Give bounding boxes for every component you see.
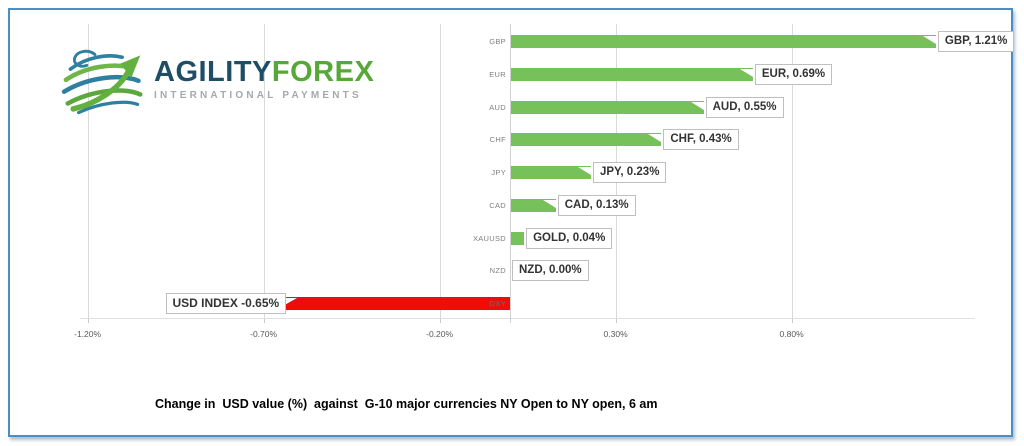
zero-axis-line [510, 24, 511, 323]
data-label-gbp: GBP, 1.21% [937, 31, 1015, 52]
callout-wedge [577, 167, 591, 175]
category-label-aud: AUD [489, 102, 506, 112]
data-label-xauusd: GOLD, 0.04% [526, 227, 613, 249]
callout-wedge [542, 199, 556, 208]
x-axis-tick-label: 0.80% [779, 329, 804, 339]
brand-text-block: AGILITYFOREX INTERNATIONAL PAYMENTS [154, 57, 374, 101]
axis-tick [791, 318, 793, 323]
callout-wedge [690, 101, 704, 110]
data-label-eur: EUR, 0.69% [754, 63, 833, 85]
category-label-xauusd: XAUUSD [472, 233, 506, 243]
gridline [263, 24, 265, 318]
callout-wedge [281, 298, 298, 307]
x-axis-tick-label: -1.20% [74, 329, 102, 339]
gridline [791, 24, 793, 318]
callout-wedge [648, 134, 662, 143]
axis-tick [439, 318, 441, 323]
globe-arrow-icon [61, 49, 143, 115]
gridline [87, 24, 89, 318]
bar-eur [510, 67, 753, 81]
bar-xauusd [510, 231, 525, 245]
bar-dxy [281, 297, 510, 310]
bar-jpy [510, 166, 591, 179]
brand-name: AGILITYFOREX [154, 57, 374, 87]
category-label-eur: EUR [489, 69, 506, 79]
callout-wedge [739, 68, 753, 77]
x-axis-tick-label: -0.70% [250, 329, 278, 339]
x-axis-line [80, 318, 975, 319]
axis-tick [87, 318, 89, 323]
data-label-aud: AUD, 0.55% [705, 96, 784, 118]
category-label-chf: CHF [489, 135, 506, 145]
data-label-chf: CHF, 0.43% [663, 129, 739, 151]
data-label-cad: CAD, 0.13% [557, 194, 636, 216]
data-label-jpy: JPY, 0.23% [592, 162, 667, 183]
bar-chf [510, 133, 662, 147]
bar-gbp [510, 35, 936, 48]
axis-tick [615, 318, 617, 323]
x-axis-tick-label: -0.20% [426, 329, 454, 339]
category-label-dxy: DXY [489, 299, 506, 308]
agilityforex-logo: AGILITYFOREX INTERNATIONAL PAYMENTS [58, 40, 374, 118]
data-label-dxy: USD INDEX -0.65% [165, 293, 287, 314]
brand-tagline: INTERNATIONAL PAYMENTS [154, 90, 362, 101]
data-label-nzd: NZD, 0.00% [512, 260, 589, 282]
gridline [439, 24, 441, 318]
category-label-gbp: GBP [489, 37, 506, 46]
x-axis-tick-label: 0.30% [603, 329, 628, 339]
category-label-jpy: JPY [491, 168, 506, 177]
brand-agility: AGILITY [154, 56, 272, 88]
callout-wedge [922, 36, 936, 44]
bar-aud [510, 100, 704, 114]
category-label-nzd: NZD [489, 266, 506, 276]
chart-caption: Change in USD value (%) against G-10 maj… [155, 397, 658, 411]
category-label-cad: CAD [489, 200, 506, 210]
brand-forex: FOREX [271, 56, 375, 88]
axis-tick [263, 318, 265, 323]
